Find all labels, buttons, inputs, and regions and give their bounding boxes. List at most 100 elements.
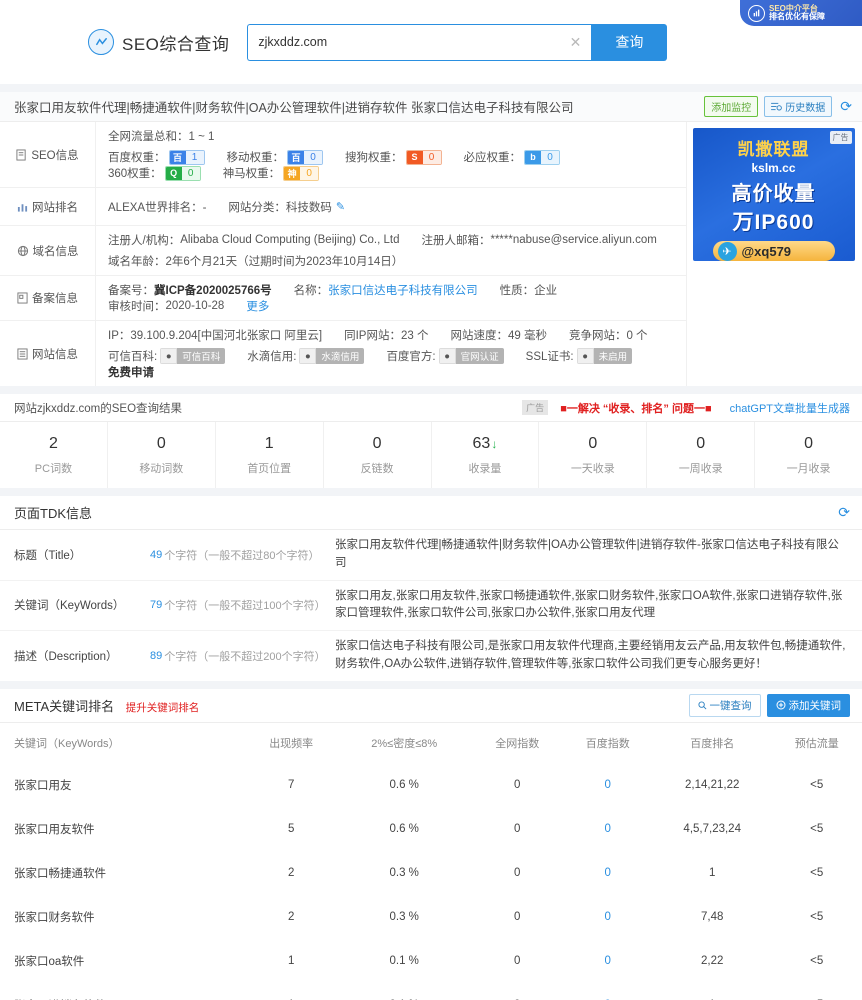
history-icon xyxy=(771,102,783,111)
tdk-value: 张家口信达电子科技有限公司,是张家口用友软件代理商,主要经销用友云产品,用友软件… xyxy=(335,640,846,671)
frequency-cell: 1 xyxy=(246,983,337,1000)
baidu-index-cell[interactable]: 0 xyxy=(604,866,611,879)
search-input[interactable] xyxy=(258,35,564,49)
history-data-button[interactable]: 历史数据 xyxy=(764,96,833,117)
global-index-cell: 0 xyxy=(514,910,521,923)
globe-icon xyxy=(17,245,28,256)
tdk-count-number: 79 xyxy=(150,599,163,612)
alexa-rank: ALEXA世界排名：- xyxy=(108,201,207,214)
logo-icon xyxy=(88,29,114,55)
age-label: 域名年龄： xyxy=(108,256,166,268)
weight-1[interactable]: 移动权重：百 0 xyxy=(227,149,323,165)
row-label-text: SEO信息 xyxy=(31,149,79,162)
baidu-index-cell[interactable]: 0 xyxy=(604,822,611,835)
domain-age-line: 域名年龄： 2年6个月21天（过期时间为2023年10月14日） xyxy=(108,253,686,269)
promo-text[interactable]: ■一解决 “收录、排名” 问题一■ xyxy=(560,402,712,415)
global-index-cell: 0 xyxy=(514,866,521,879)
credential-pill[interactable]: ● 官网认证 xyxy=(438,348,504,364)
age-value: 2年6个月21天（过期时间为2023年10月14日） xyxy=(165,256,404,268)
ad-line-3: 高价收量 xyxy=(731,183,816,205)
record-icon xyxy=(17,292,28,304)
info-row-domain: 域名信息 注册人/机构： Alibaba Cloud Computing (Be… xyxy=(0,226,686,276)
weight-0[interactable]: 百度权重：百 1 xyxy=(108,149,205,165)
tdk-row: 标题（Title） 49 个字符（一般不超过80个字符） 张家口用友软件代理|畅捷通软… xyxy=(0,530,862,581)
ad-contact-button[interactable]: ✈ @xq579 xyxy=(712,241,835,261)
result-strip: 网站zjkxddz.com的SEO查询结果 广告 ■一解决 “收录、排名” 问题… xyxy=(0,394,862,422)
page-title: 张家口用友软件代理|畅捷通软件|财务软件|OA办公管理软件|进销存软件 张家口信… xyxy=(14,101,574,115)
baidu-index-cell[interactable]: 0 xyxy=(562,983,653,1000)
column-header: 百度排名 xyxy=(690,737,735,750)
refresh-icon[interactable]: ⟳ xyxy=(838,504,850,520)
stat-2: 1 首页位置 xyxy=(216,422,324,488)
icp-number: 备案号： 冀ICP备2020025766号 xyxy=(108,282,272,298)
baidu-rank-cell: 2,22 xyxy=(701,954,724,967)
one-click-query-label: 一键查询 xyxy=(709,699,752,712)
stat-1: 0 移动词数 xyxy=(108,422,216,488)
one-click-query-button[interactable]: 一键查询 xyxy=(688,693,761,717)
icp-more-link[interactable]: 更多 xyxy=(246,301,270,313)
icp-name-link[interactable]: 张家口信达电子科技有限公司 xyxy=(328,285,478,297)
weight-2[interactable]: 搜狗权重： S 0 xyxy=(345,149,442,165)
info-row-rank: 网站排名 ALEXA世界排名：- 网站分类： 科技数码 ✎ xyxy=(0,188,686,226)
keyword-cell: 张家口进销存软件 xyxy=(0,983,246,1000)
refresh-icon[interactable]: ⟳ xyxy=(840,98,852,114)
credential-3[interactable]: SSL证书: ● 未启用 xyxy=(525,348,633,364)
row-label-text: 备案信息 xyxy=(32,293,78,305)
baidu-rank-cell: 1 xyxy=(653,983,771,1000)
meta-title-text: META关键词排名 xyxy=(14,698,115,714)
credential-2[interactable]: 百度官方: ● 官网认证 xyxy=(386,348,504,364)
chatgpt-generator-link[interactable]: chatGPT文章批量生成器 xyxy=(729,402,850,415)
search-button[interactable]: 查询 xyxy=(591,23,668,61)
credential-0[interactable]: 可信百科: ● 可信百科 xyxy=(108,348,226,364)
search-input-box[interactable]: ✕ xyxy=(247,23,592,61)
category-value: 科技数码 xyxy=(285,201,332,214)
baidu-index-cell[interactable]: 0 xyxy=(604,954,611,967)
stat-label: 反链数 xyxy=(360,462,394,475)
keyword-cell: 张家口畅捷通软件 xyxy=(14,867,106,880)
close-icon[interactable]: ✕ xyxy=(569,33,582,50)
weight-value: 1 xyxy=(185,150,204,164)
column-header: 出现频率 xyxy=(269,737,314,750)
credential-label: SSL证书: xyxy=(525,351,574,363)
credential-1[interactable]: 水滴信用: ● 水滴信用 xyxy=(247,348,365,364)
logo-text: SEO综合查询 xyxy=(122,34,230,54)
stat-6: 0 一周收录 xyxy=(647,422,756,488)
edit-icon[interactable]: ✎ xyxy=(335,201,346,213)
weight-value: 0 xyxy=(541,150,559,164)
improve-ranking-link[interactable]: 提升关键词排名 xyxy=(125,701,200,714)
baidu-index-cell[interactable]: 0 xyxy=(604,778,611,791)
site-speed: 网站速度：49 毫秒 xyxy=(450,330,547,342)
keyword-cell: 张家口oa软件 xyxy=(14,955,85,968)
weight-4[interactable]: 360权重： Q 0 xyxy=(108,165,201,181)
row-label-domain: 域名信息 xyxy=(0,226,96,275)
site-category: 网站分类： 科技数码 ✎ xyxy=(228,199,345,215)
seo-platform-badge[interactable]: SEO中介平台 排名优化有保障 xyxy=(740,0,862,26)
global-index-cell: 0 xyxy=(514,822,521,835)
baidu-index-cell[interactable]: 0 xyxy=(604,910,611,923)
icp-date-label: 审核时间： xyxy=(108,301,166,313)
free-apply-link[interactable]: 免费申请 xyxy=(108,367,154,379)
ad-banner[interactable]: 广告 凯撒联盟 kslm.cc 高价收量 万IP600 ✈ @xq579 xyxy=(692,128,855,261)
weight-5[interactable]: 神马权重：神 0 xyxy=(223,165,320,181)
add-keyword-button[interactable]: 添加关键词 xyxy=(766,693,850,717)
stat-label: 移动词数 xyxy=(139,462,184,475)
traffic-cell: <5 xyxy=(771,983,862,1000)
icp-name-label: 名称： xyxy=(293,285,329,297)
column-header: 全网指数 xyxy=(495,737,540,750)
credential-pill[interactable]: ● 未启用 xyxy=(576,348,633,364)
list-icon xyxy=(17,348,28,359)
credential-label: 水滴信用: xyxy=(247,351,297,363)
ad-line-2: kslm.cc xyxy=(751,161,796,175)
credential-label: 百度官方: xyxy=(386,351,436,363)
add-monitor-button[interactable]: 添加监控 xyxy=(704,96,759,117)
credential-pill[interactable]: ● 可信百科 xyxy=(160,348,226,364)
stat-3: 0 反链数 xyxy=(324,422,432,488)
weight-3[interactable]: 必应权重： b 0 xyxy=(464,149,560,165)
credential-pill[interactable]: ● 水滴信用 xyxy=(299,348,365,364)
